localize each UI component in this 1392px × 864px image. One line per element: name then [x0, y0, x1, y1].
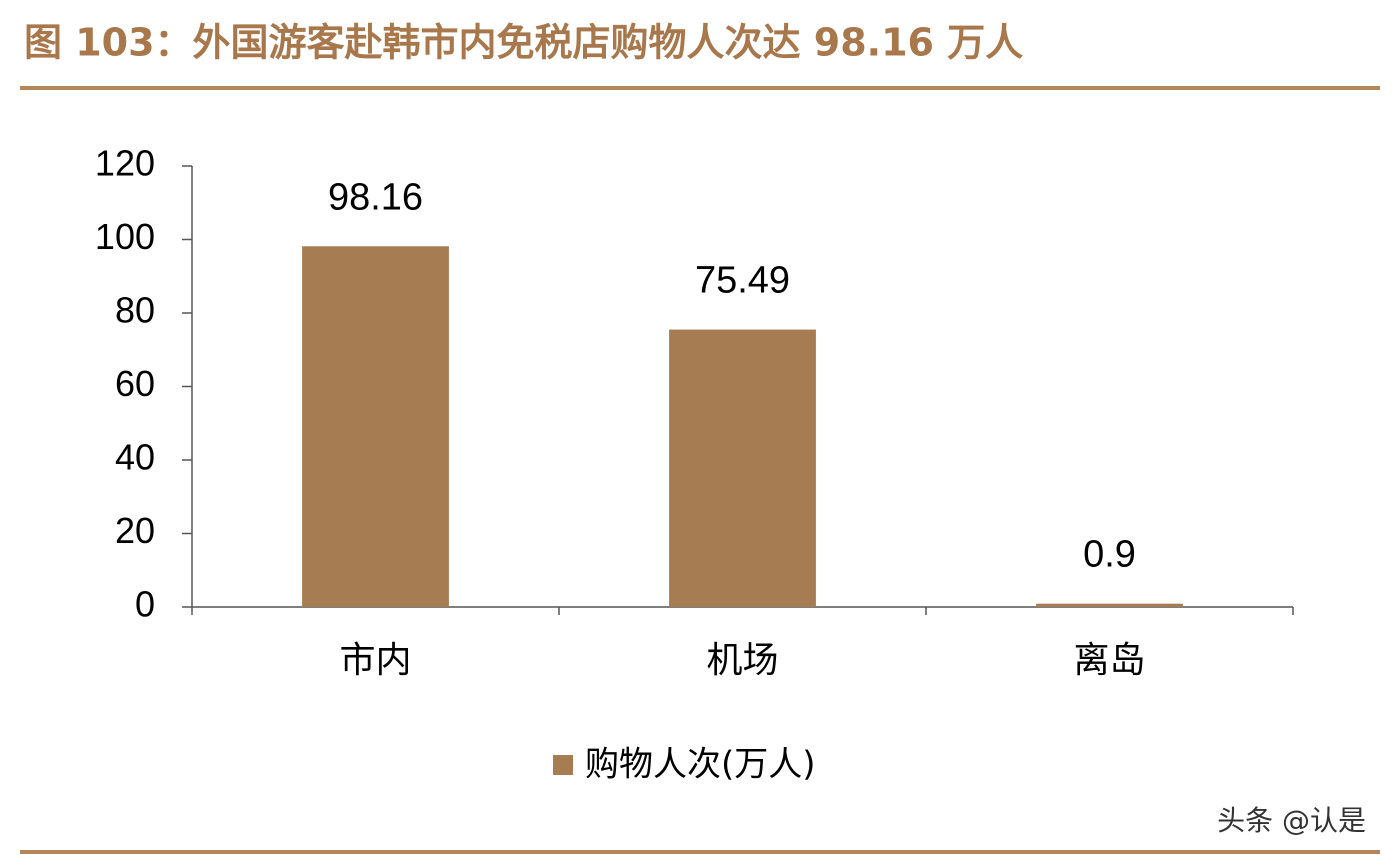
legend-swatch — [553, 755, 573, 775]
y-tick-label: 20 — [115, 510, 155, 551]
x-tick-label: 机场 — [706, 640, 778, 681]
data-label: 0.9 — [1083, 534, 1136, 576]
data-label: 75.49 — [695, 260, 790, 302]
x-tick-label: 离岛 — [1073, 640, 1145, 681]
bar — [302, 246, 449, 607]
y-tick-label: 60 — [115, 363, 155, 404]
y-tick-label: 40 — [115, 437, 155, 478]
bar — [669, 329, 816, 607]
title-rule — [20, 86, 1380, 90]
bar — [1036, 603, 1183, 607]
y-tick-label: 0 — [135, 584, 155, 625]
data-label: 98.16 — [328, 176, 423, 218]
y-tick-label: 80 — [115, 290, 155, 331]
chart-title: 图 103：外国游客赴韩市内免税店购物人次达 98.16 万人 — [24, 21, 1023, 65]
x-tick-label: 市内 — [339, 640, 411, 681]
y-tick-label: 120 — [95, 143, 155, 184]
legend-label: 购物人次(万人) — [585, 745, 816, 785]
bottom-rule — [20, 850, 1380, 854]
watermark: 头条 @认是 — [1217, 804, 1366, 837]
y-tick-label: 100 — [95, 216, 155, 257]
